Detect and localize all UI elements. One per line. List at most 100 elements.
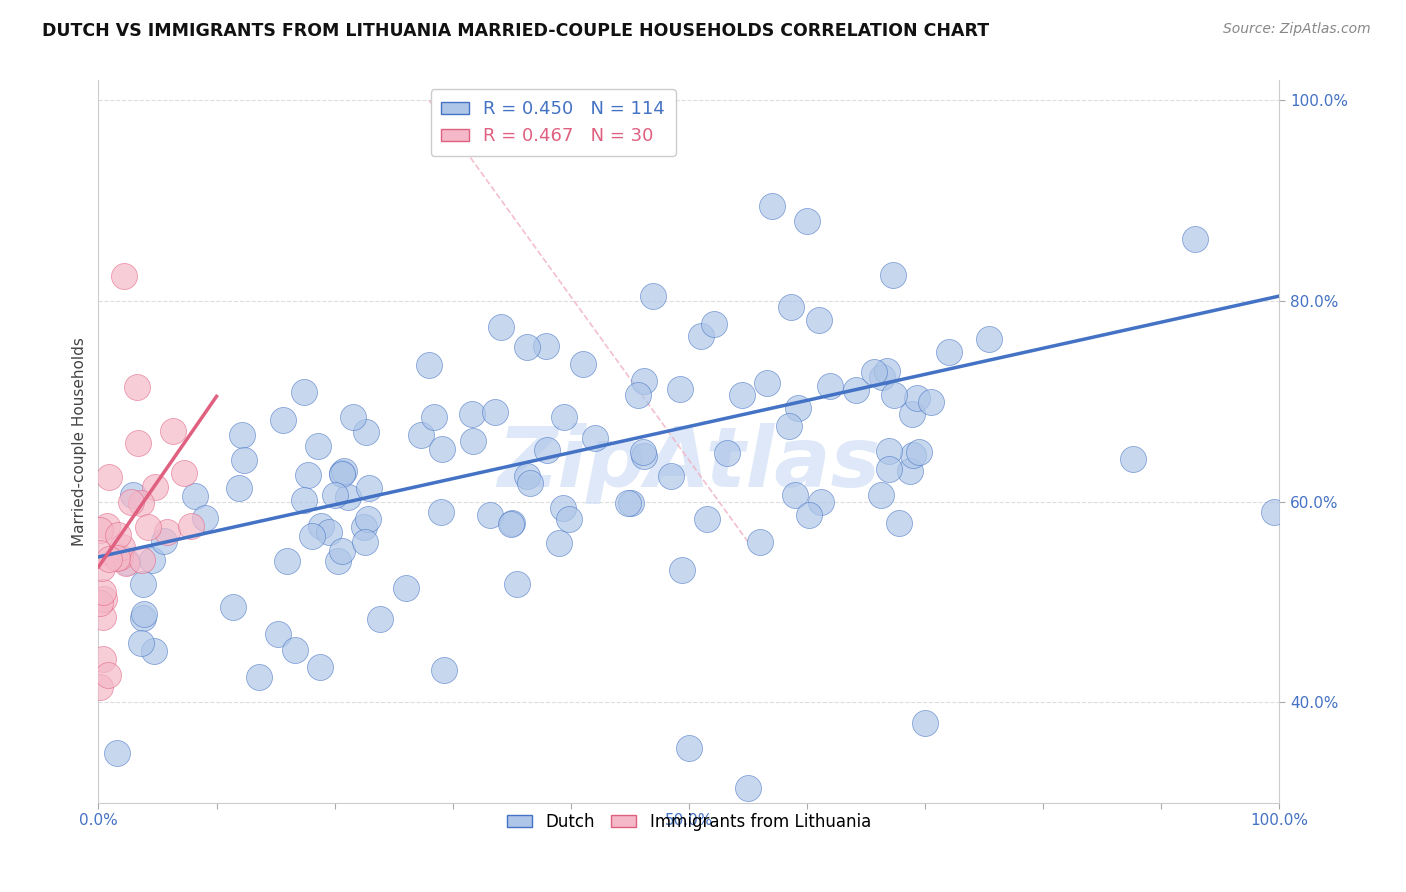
Point	[89, 523, 111, 537]
Point	[516, 469, 538, 483]
Text: Source: ZipAtlas.com: Source: ZipAtlas.com	[1223, 22, 1371, 37]
Point	[876, 364, 898, 378]
Point	[194, 510, 217, 524]
Point	[731, 388, 754, 402]
Point	[863, 365, 886, 379]
Point	[796, 213, 818, 227]
Point	[353, 519, 375, 533]
Point	[318, 524, 340, 539]
Point	[127, 380, 149, 394]
Point	[142, 644, 165, 658]
Point	[330, 467, 353, 481]
Point	[153, 533, 176, 548]
Text: DUTCH VS IMMIGRANTS FROM LITHUANIA MARRIED-COUPLE HOUSEHOLDS CORRELATION CHART: DUTCH VS IMMIGRANTS FROM LITHUANIA MARRI…	[42, 22, 990, 40]
Point	[633, 374, 655, 388]
Point	[342, 410, 364, 425]
Point	[271, 413, 294, 427]
Point	[138, 520, 160, 534]
Point	[112, 268, 135, 283]
Point	[903, 448, 925, 462]
Point	[93, 591, 115, 606]
Point	[228, 481, 250, 495]
Point	[779, 300, 801, 314]
Point	[297, 468, 319, 483]
Point	[430, 505, 453, 519]
Point	[661, 469, 683, 483]
Point	[484, 404, 506, 418]
Point	[696, 511, 718, 525]
Point	[156, 525, 179, 540]
Point	[337, 490, 360, 504]
Point	[869, 487, 891, 501]
Point	[131, 636, 153, 650]
Point	[105, 746, 128, 760]
Point	[534, 339, 557, 353]
Point	[91, 652, 114, 666]
Point	[461, 434, 484, 448]
Point	[127, 435, 149, 450]
Point	[247, 670, 270, 684]
Point	[877, 462, 900, 476]
Point	[778, 418, 800, 433]
Point	[820, 378, 842, 392]
Text: ZipAtlas: ZipAtlas	[498, 423, 880, 504]
Point	[633, 449, 655, 463]
Point	[557, 512, 579, 526]
Point	[162, 424, 184, 438]
Point	[905, 392, 928, 406]
Point	[914, 715, 936, 730]
Point	[292, 492, 315, 507]
Point	[115, 556, 138, 570]
Point	[807, 313, 830, 327]
Point	[232, 452, 254, 467]
Point	[89, 596, 111, 610]
Point	[173, 466, 195, 480]
Point	[501, 516, 523, 530]
Point	[89, 546, 111, 560]
Point	[93, 609, 115, 624]
Point	[222, 600, 245, 615]
Point	[898, 464, 921, 478]
Point	[423, 410, 446, 425]
Point	[877, 443, 900, 458]
Point	[761, 199, 783, 213]
Point	[583, 431, 606, 445]
Point	[108, 549, 131, 564]
Point	[98, 470, 121, 484]
Point	[571, 357, 593, 371]
Point	[284, 643, 307, 657]
Point	[810, 495, 832, 509]
Point	[641, 289, 664, 303]
Point	[889, 516, 911, 530]
Point	[132, 607, 155, 622]
Point	[357, 512, 380, 526]
Point	[553, 409, 575, 424]
Point	[689, 328, 711, 343]
Point	[333, 464, 356, 478]
Point	[703, 318, 725, 332]
Point	[755, 376, 778, 391]
Point	[129, 496, 152, 510]
Point	[267, 627, 290, 641]
Point	[547, 535, 569, 549]
Point	[91, 560, 114, 574]
Point	[519, 475, 541, 490]
Point	[141, 553, 163, 567]
Point	[478, 508, 501, 522]
Point	[617, 496, 640, 510]
Point	[908, 445, 931, 459]
Point	[356, 425, 378, 439]
Point	[180, 518, 202, 533]
Point	[309, 518, 332, 533]
Point	[301, 529, 323, 543]
Point	[132, 577, 155, 591]
Point	[737, 780, 759, 795]
Point	[97, 551, 120, 566]
Point	[668, 382, 690, 396]
Point	[1122, 452, 1144, 467]
Point	[97, 668, 120, 682]
Point	[353, 535, 375, 549]
Point	[131, 552, 153, 566]
Point	[938, 344, 960, 359]
Legend: Dutch, Immigrants from Lithuania: Dutch, Immigrants from Lithuania	[501, 806, 877, 838]
